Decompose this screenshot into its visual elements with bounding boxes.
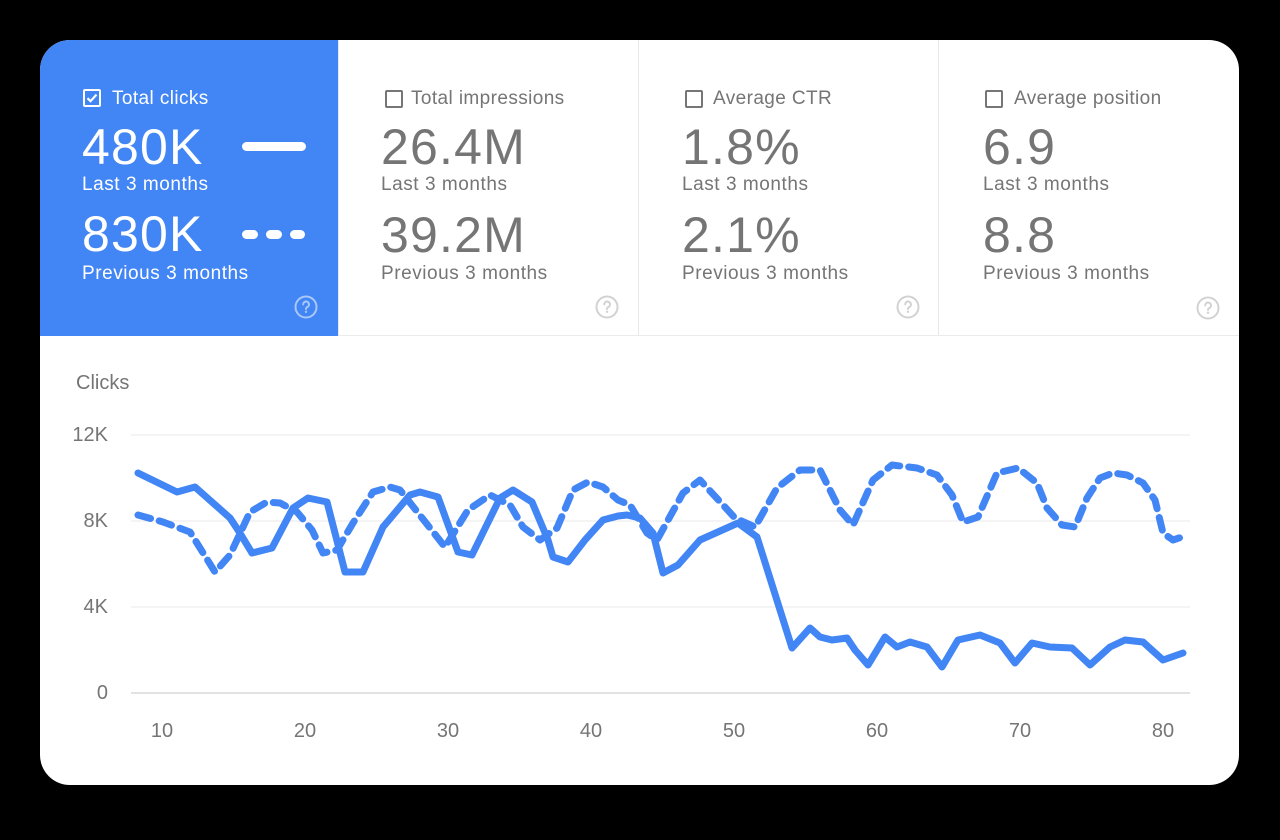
svg-text:0: 0 <box>97 682 108 704</box>
svg-text:Clicks: Clicks <box>76 372 129 394</box>
svg-text:60: 60 <box>866 720 888 742</box>
svg-text:10: 10 <box>151 720 173 742</box>
svg-text:70: 70 <box>1009 720 1031 742</box>
svg-text:20: 20 <box>294 720 316 742</box>
svg-text:12K: 12K <box>72 424 108 446</box>
svg-text:8K: 8K <box>84 510 109 532</box>
svg-text:80: 80 <box>1152 720 1174 742</box>
svg-text:4K: 4K <box>84 596 109 618</box>
svg-text:40: 40 <box>580 720 602 742</box>
svg-text:50: 50 <box>723 720 745 742</box>
svg-text:30: 30 <box>437 720 459 742</box>
